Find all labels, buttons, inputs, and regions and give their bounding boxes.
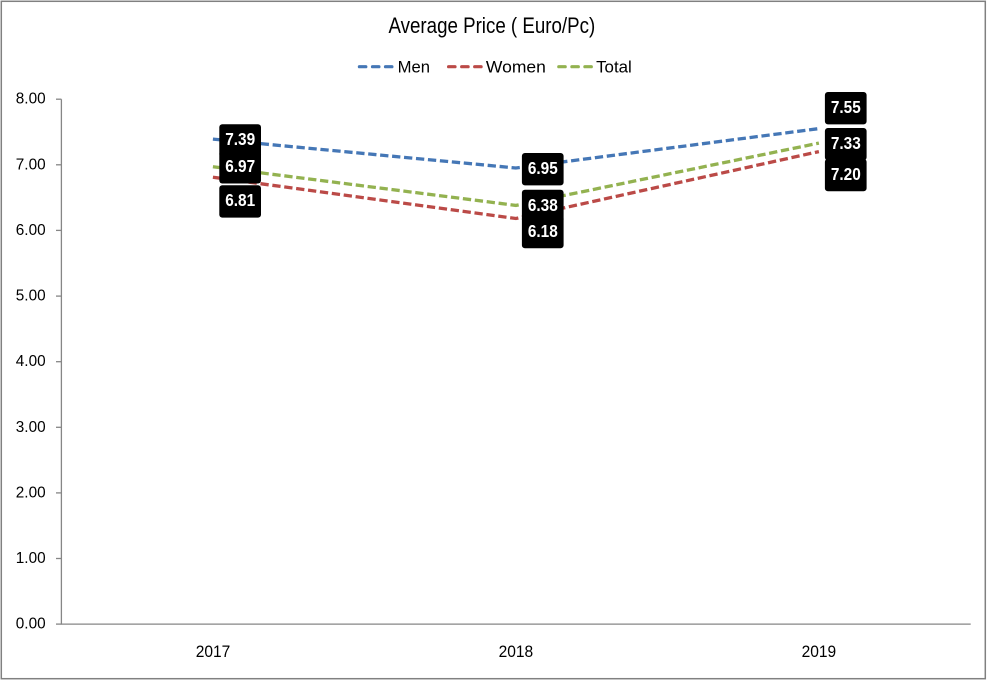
svg-text:2.00: 2.00 [16, 484, 46, 501]
svg-text:Total: Total [596, 57, 632, 76]
svg-text:8.00: 8.00 [16, 91, 46, 108]
svg-text:6.97: 6.97 [225, 156, 255, 176]
svg-text:Men: Men [398, 57, 430, 76]
svg-text:6.38: 6.38 [528, 195, 558, 215]
svg-text:Women: Women [486, 57, 546, 76]
svg-text:6.81: 6.81 [225, 190, 255, 210]
svg-text:6.95: 6.95 [528, 158, 558, 178]
svg-text:7.39: 7.39 [225, 129, 255, 149]
svg-text:2018: 2018 [499, 642, 534, 661]
svg-text:3.00: 3.00 [16, 419, 46, 436]
svg-text:5.00: 5.00 [16, 288, 46, 305]
svg-text:1.00: 1.00 [16, 550, 46, 567]
svg-text:6.18: 6.18 [528, 221, 558, 241]
svg-text:7.00: 7.00 [16, 156, 46, 173]
svg-text:7.55: 7.55 [831, 97, 861, 117]
svg-text:4.00: 4.00 [16, 353, 46, 370]
svg-text:2019: 2019 [802, 642, 837, 661]
svg-text:7.20: 7.20 [831, 164, 861, 184]
svg-text:0.00: 0.00 [16, 616, 46, 633]
svg-text:6.00: 6.00 [16, 222, 46, 239]
svg-text:2017: 2017 [196, 642, 231, 661]
svg-text:7.33: 7.33 [831, 133, 861, 153]
svg-text:Average Price ( Euro/Pc): Average Price ( Euro/Pc) [389, 13, 596, 38]
